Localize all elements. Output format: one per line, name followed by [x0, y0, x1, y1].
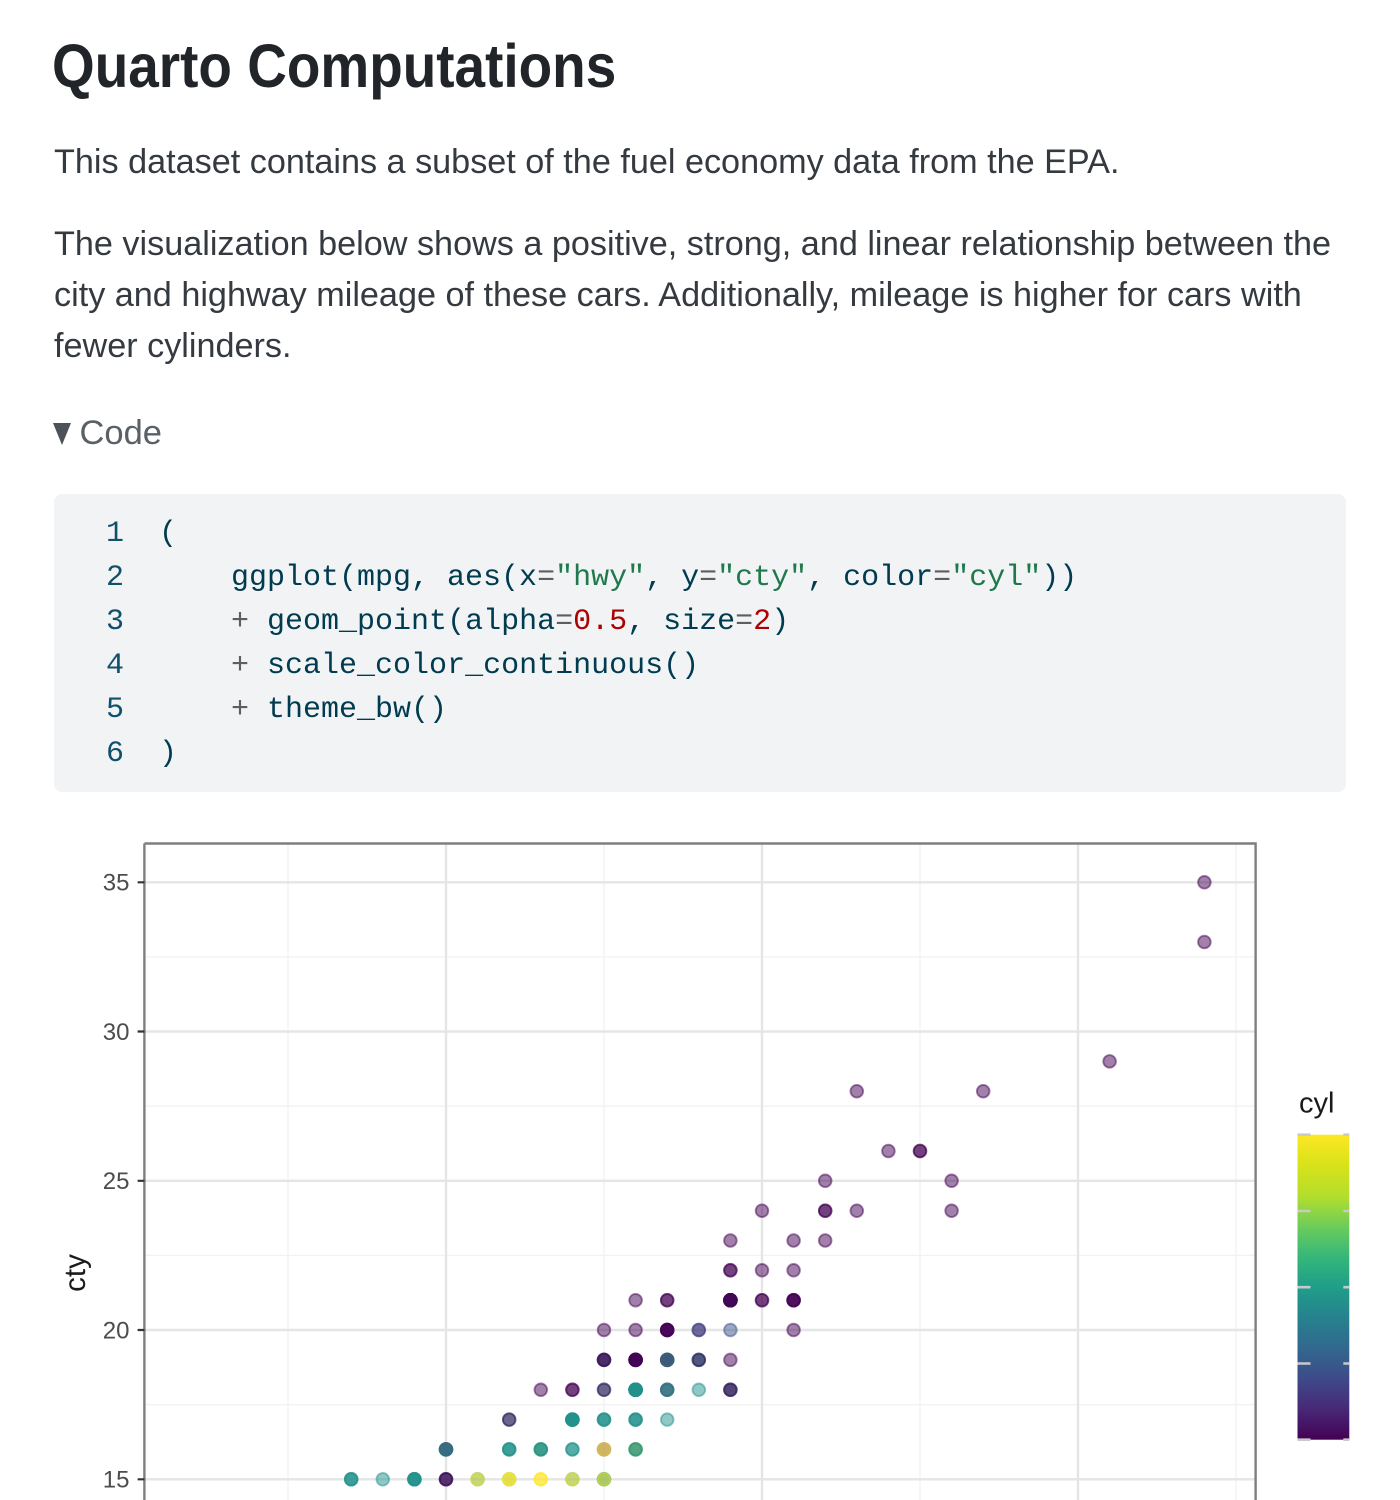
- svg-text:cty: cty: [59, 1254, 92, 1292]
- svg-text:20: 20: [103, 1317, 130, 1344]
- svg-text:30: 30: [103, 1019, 130, 1046]
- svg-text:15: 15: [103, 1467, 130, 1494]
- svg-text:25: 25: [103, 1168, 130, 1195]
- svg-text:cyl: cyl: [1299, 1088, 1334, 1120]
- svg-text:35: 35: [103, 870, 130, 897]
